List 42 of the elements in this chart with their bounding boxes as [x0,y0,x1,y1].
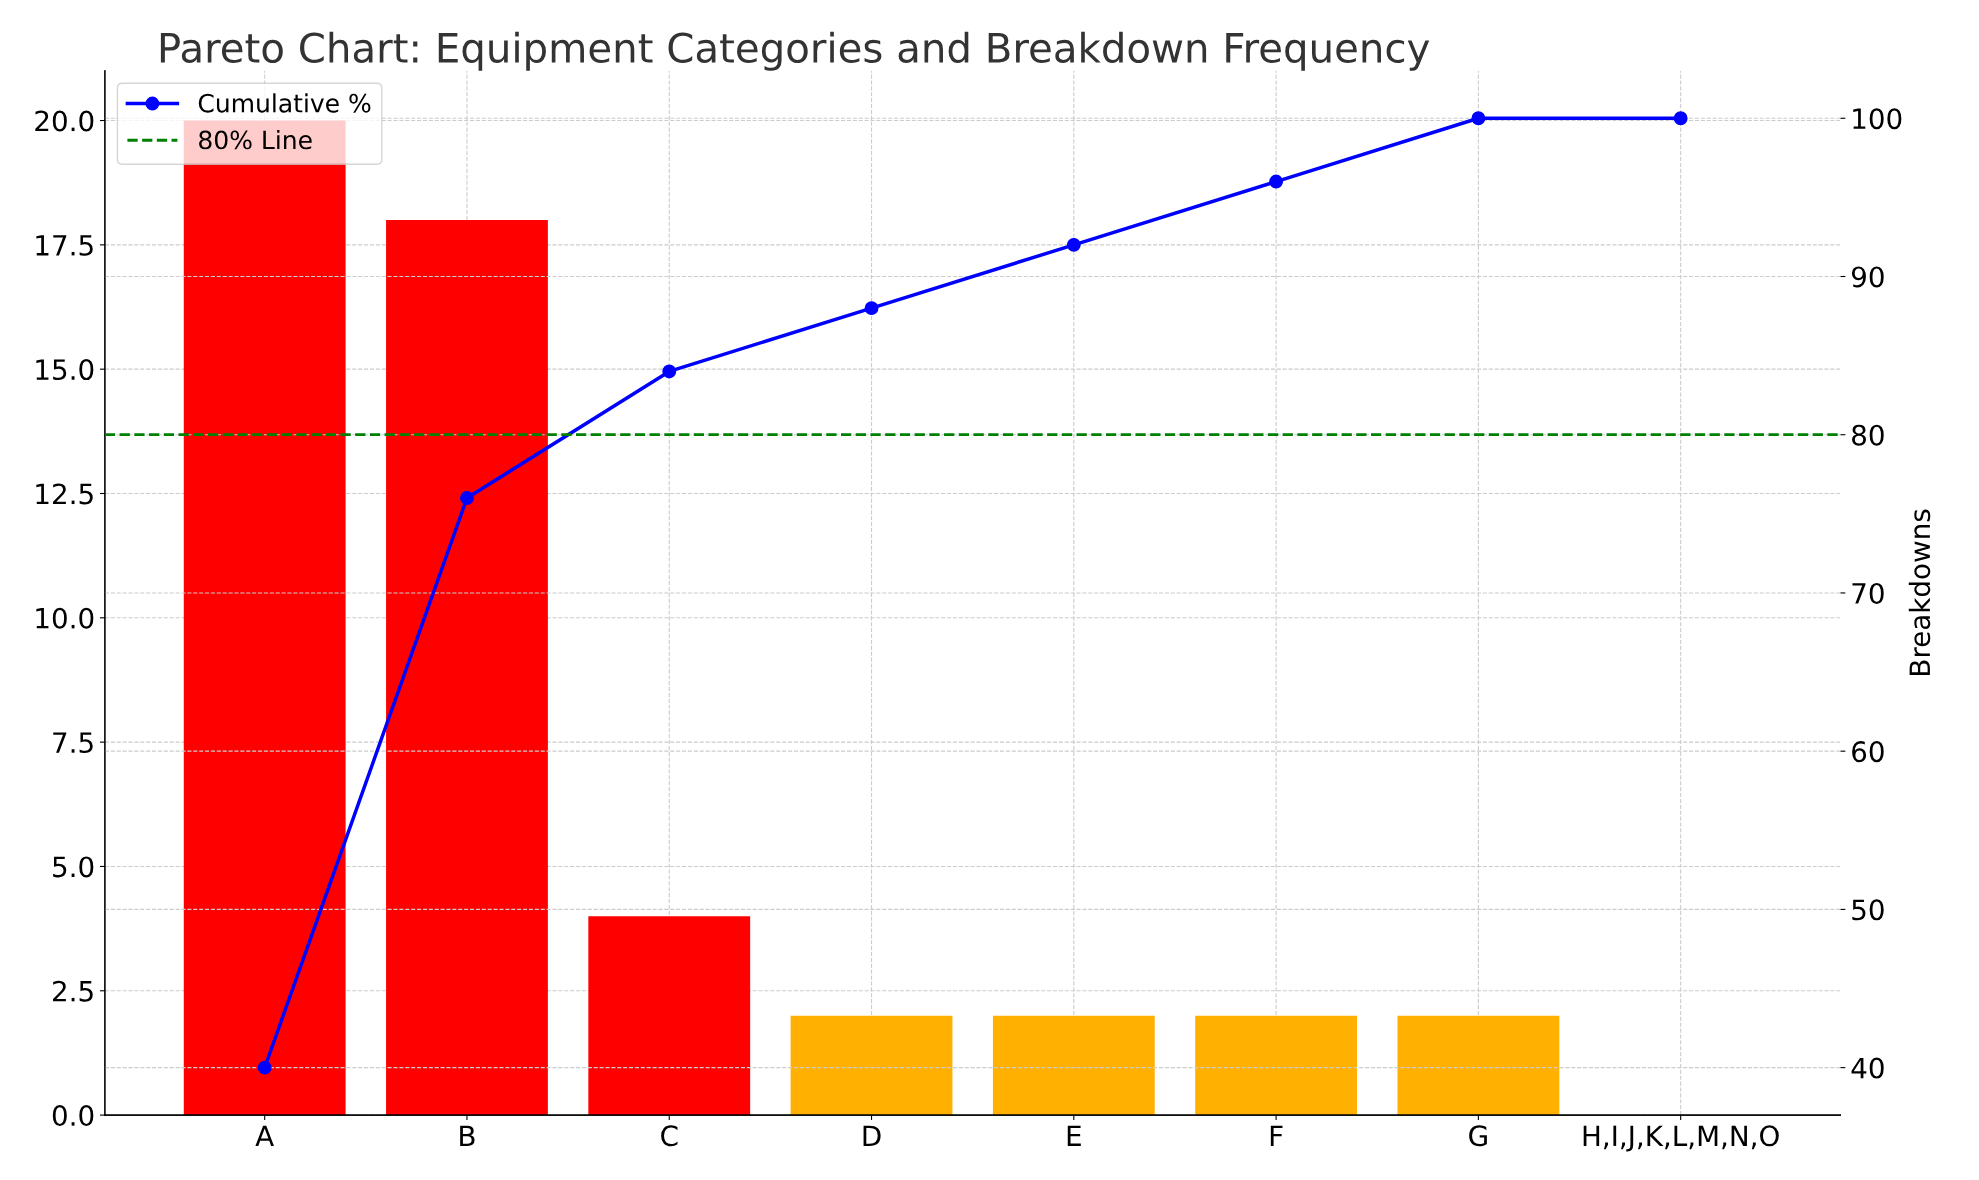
legend-label: 80% Line [199,130,312,150]
y2-tick-label: 90 [1851,266,1884,288]
x-tick-label: D [863,1125,881,1146]
y-tick-label: 12.5 [36,483,93,505]
point [1673,111,1688,126]
point [1066,237,1081,252]
y-tick-label: 17.5 [36,235,93,256]
y-tick-label: 7.5 [53,732,93,754]
y2-tick-label: 70 [1852,582,1884,604]
y-tick-label: 10.0 [36,607,94,629]
y2-tick-label: 50 [1852,899,1884,921]
y2-tick-label: 100 [1853,108,1902,130]
bar [588,916,751,1116]
y-tick-label: 15.0 [36,359,94,381]
x-tick-label: H,I,J,K,L,M,N,O [1583,1125,1779,1152]
legend-label: Cumulative % [198,93,371,113]
y2-tick-label: 40 [1851,1057,1884,1079]
point [1269,174,1284,189]
point [864,301,879,316]
y2-axis-title: Breakdowns [1908,509,1931,675]
point [662,364,677,379]
bar [790,1015,953,1116]
bar [992,1015,1155,1116]
point [257,1060,272,1075]
x-tick-label: F [1270,1125,1283,1146]
bar [1195,1015,1358,1116]
bar [386,219,548,1116]
x-tick-label: B [460,1125,475,1146]
chart-title: Pareto Chart: Equipment Categories and Breakdown Frequency [160,31,1430,71]
x-tick-label: G [1469,1125,1487,1147]
y2-tick-label: 80 [1852,424,1884,446]
y-tick-label: 5.0 [53,856,94,878]
x-tick-label: E [1067,1125,1081,1146]
y2-tick-label: 60 [1852,741,1884,763]
x-tick-label: A [255,1125,274,1146]
bar [1397,1015,1560,1116]
y-tick-label: 0.0 [52,1105,94,1127]
x-tick-label: C [661,1125,678,1147]
y-tick-label: 2.5 [53,980,93,1002]
point [460,491,474,505]
y-tick-label: 20.0 [35,110,94,132]
point [1471,111,1486,126]
